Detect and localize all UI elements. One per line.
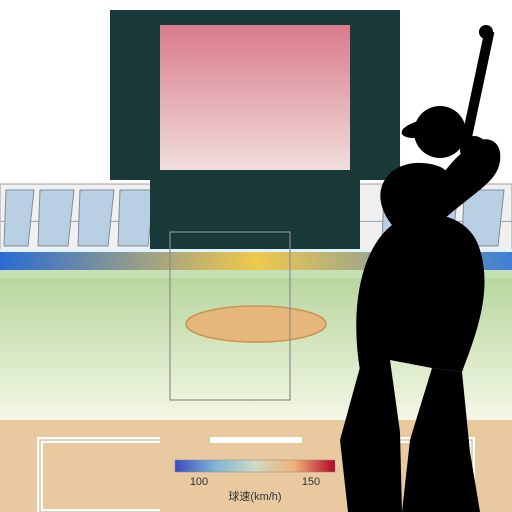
legend-title: 球速(km/h) [228, 489, 281, 503]
pitchers-mound [186, 306, 326, 342]
pitch-chart: 100 150 球速(km/h) [0, 0, 512, 512]
legend-tick: 150 [302, 476, 320, 488]
legend-bar [175, 460, 335, 472]
scoreboard [110, 10, 400, 250]
legend-tick: 100 [190, 476, 208, 488]
